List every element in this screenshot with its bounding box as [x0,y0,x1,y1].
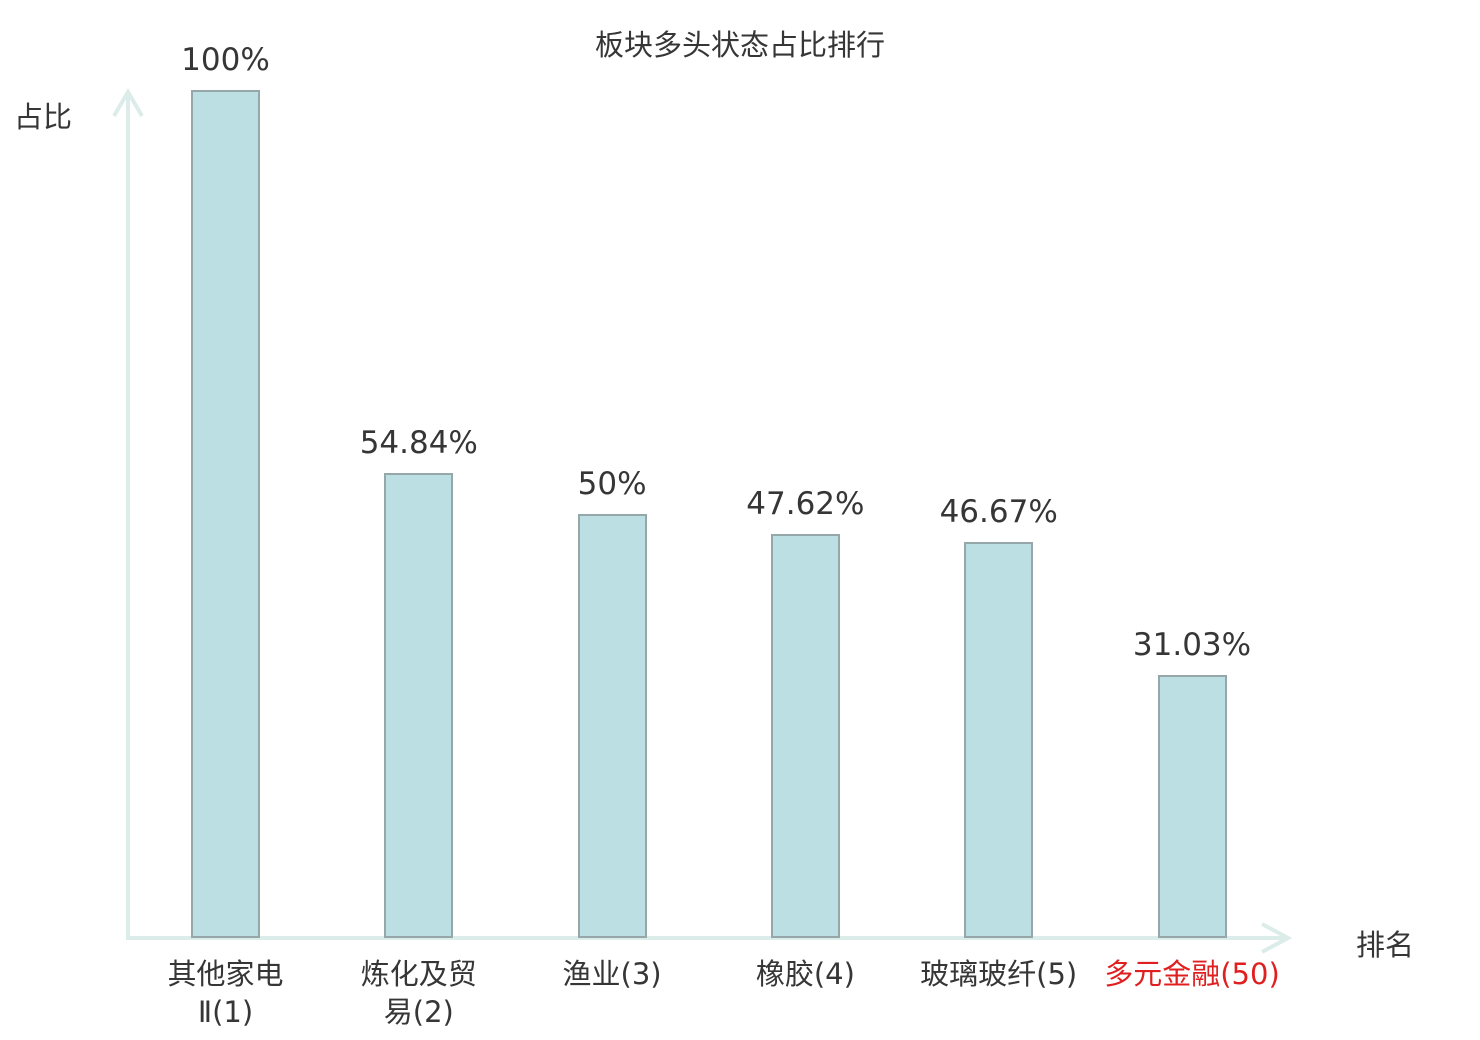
x-axis-label: 排名 [1356,928,1415,962]
bar-6 [1157,674,1227,938]
category-label: 多元金融(50) [1104,957,1280,991]
bar-value-label: 50% [577,466,647,502]
category-label: 其他家电 Ⅱ(1) [167,957,284,1029]
bar-value-label: 47.62% [746,486,865,523]
bar-value-label: 46.67% [939,494,1058,531]
chart-title: 板块多头状态占比排行 [594,28,885,62]
y-axis-label: 占比 [14,100,73,134]
bar-4 [770,534,840,938]
bar-5 [964,542,1034,938]
category-label: 渔业(3) [562,957,662,991]
bar-3 [577,514,647,938]
bar-value-label: 54.84% [359,424,478,461]
bar-value-label: 100% [181,42,270,78]
bar-1 [191,90,260,938]
x-axis-arrow-icon [1261,922,1293,954]
category-label: 炼化及贸 易(2) [360,957,477,1029]
bar-2 [384,472,454,938]
category-label: 玻璃玻纤(5) [920,957,1078,991]
category-label: 橡胶(4) [755,957,855,991]
bar-value-label: 31.03% [1132,626,1252,663]
y-axis-arrow-icon [112,88,144,118]
